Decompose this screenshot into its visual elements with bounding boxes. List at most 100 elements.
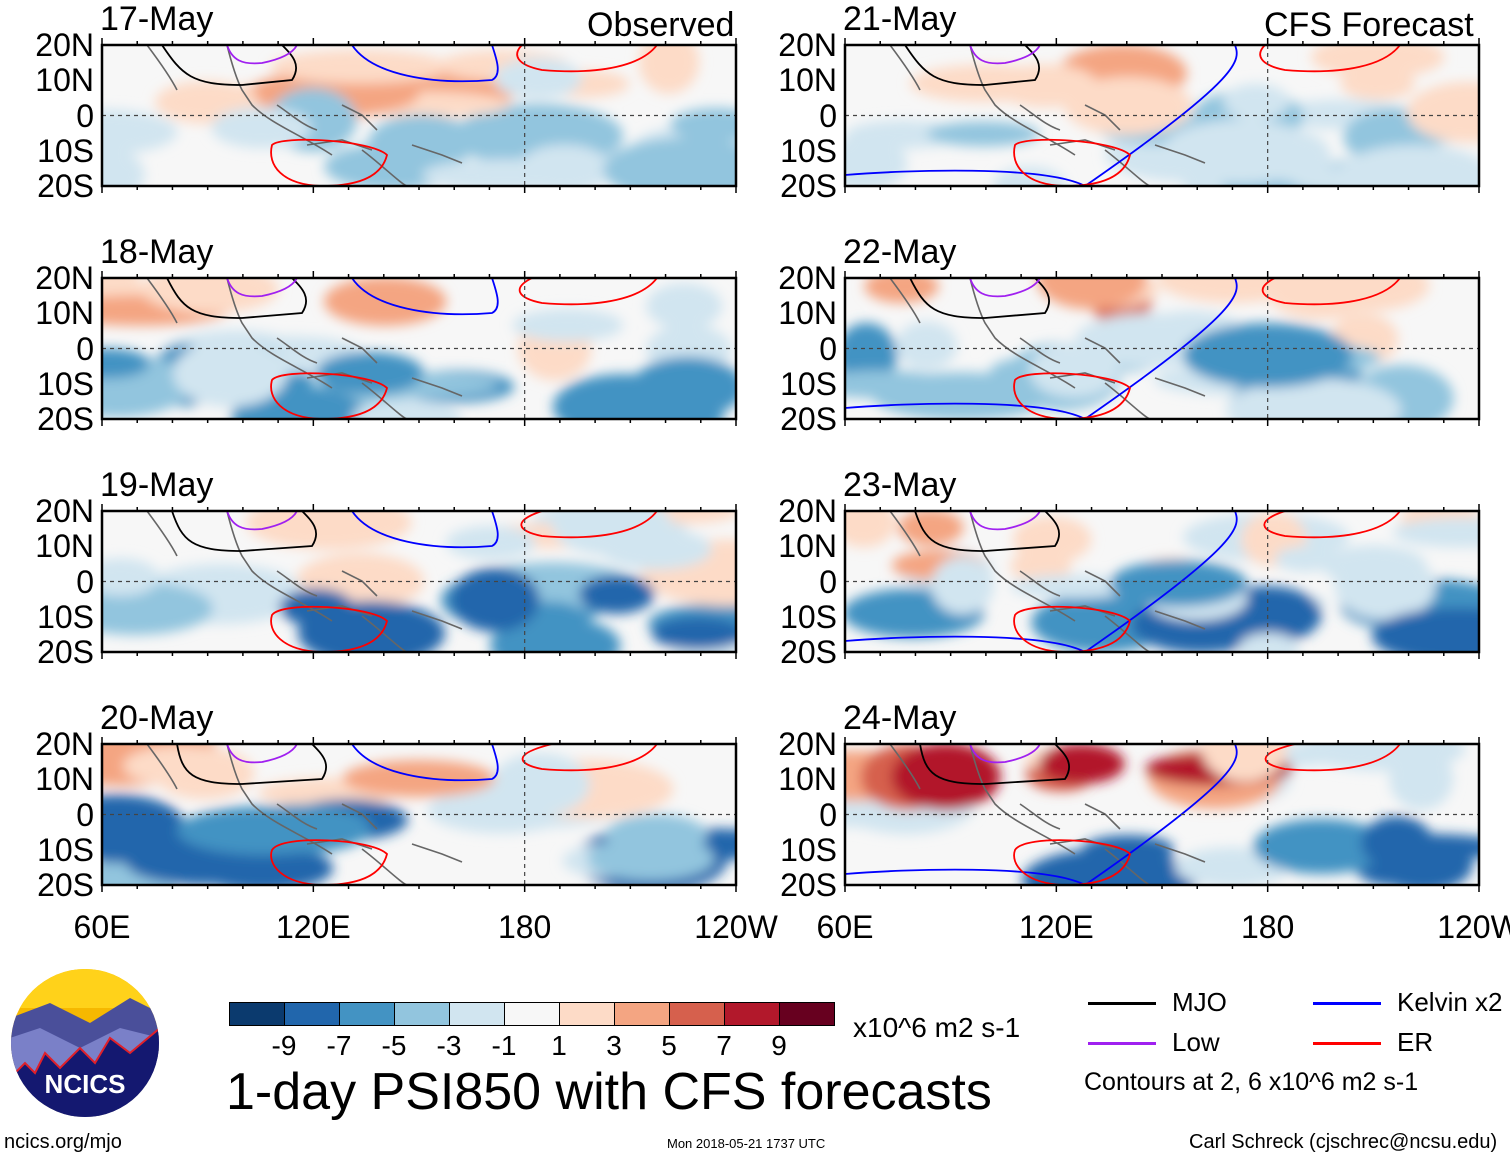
anomaly-region — [606, 523, 686, 553]
legend-label: Low — [1172, 1027, 1220, 1057]
colorbar-tick-label: -7 — [326, 1030, 352, 1061]
anomaly-region — [1036, 278, 1147, 310]
anomaly-region — [1201, 744, 1288, 782]
anomaly-region — [1182, 323, 1353, 388]
colorbar-swatch — [504, 1002, 560, 1026]
colorbar-tick-label: 9 — [771, 1030, 787, 1061]
lon-tick-label: 120W — [1437, 909, 1510, 945]
anomaly-region — [651, 617, 736, 650]
anomaly-region — [141, 278, 279, 314]
anomaly-region — [172, 339, 288, 408]
anomaly-region — [368, 114, 476, 170]
er-contour — [1263, 511, 1401, 539]
low-contour — [969, 278, 1041, 298]
contour-note: Contours at 2, 6 x10^6 m2 s-1 — [1084, 1068, 1419, 1096]
mjo-contour — [176, 744, 327, 785]
colorbar-swatch — [339, 1002, 395, 1026]
kelvin-contour — [351, 278, 499, 316]
lat-tick-label: 20N — [778, 493, 837, 529]
colorbar-swatch — [779, 1002, 835, 1026]
low-contour — [226, 45, 298, 65]
panel-date: 24-May — [843, 699, 957, 737]
kelvin-contour — [351, 744, 499, 782]
lat-tick-label: 20S — [37, 168, 94, 204]
mjo-contour — [171, 511, 317, 552]
anomaly-region — [845, 511, 896, 548]
anomaly-region — [646, 283, 723, 330]
anomaly-region — [1371, 607, 1479, 652]
map-panel — [100, 271, 738, 426]
ncics-logo: NCICS — [11, 969, 159, 1117]
kelvin-contour — [351, 45, 499, 83]
anomaly-region — [1082, 835, 1175, 863]
anomaly-region — [864, 278, 939, 304]
lon-tick-label: 60E — [816, 909, 874, 945]
lat-tick-label: 10N — [35, 528, 94, 565]
panel-date: 18-May — [100, 233, 214, 271]
anomaly-region — [898, 511, 964, 546]
colorbar-swatch — [724, 1002, 780, 1026]
low-contour — [226, 278, 298, 298]
figure-title: 1-day PSI850 with CFS forecasts — [226, 1063, 992, 1121]
anomaly-region — [579, 575, 655, 614]
low-contour — [226, 744, 298, 764]
lat-tick-label: 10S — [37, 132, 94, 169]
anomaly-region — [670, 107, 736, 142]
lon-tick-label: 120W — [694, 909, 778, 945]
mjo-contour — [919, 744, 1070, 785]
anomaly-region — [1226, 377, 1402, 419]
legend-label: Kelvin x2 — [1397, 987, 1503, 1017]
legend-label: ER — [1397, 1027, 1434, 1057]
er-contour — [1013, 138, 1131, 186]
lon-tick-label: 120E — [275, 909, 351, 945]
lat-tick-label: 20N — [35, 260, 94, 296]
colorbar-tick-label: 7 — [716, 1030, 732, 1061]
colorbar-tick-label: -5 — [381, 1030, 407, 1061]
anomaly-region — [123, 745, 241, 787]
mjo-contour — [909, 278, 1050, 319]
panel-date: 22-May — [843, 233, 957, 271]
legend-label: MJO — [1172, 987, 1227, 1017]
anomaly-region — [1321, 545, 1427, 586]
colorbar-swatch — [559, 1002, 615, 1026]
lat-tick-label: 10N — [778, 295, 837, 332]
mjo-contour — [904, 45, 1040, 86]
footer-url[interactable]: ncics.org/mjo — [4, 1131, 122, 1153]
lat-tick-label: 0 — [76, 97, 94, 134]
kelvin-contour — [845, 511, 1238, 652]
mjo-contour — [166, 278, 307, 319]
mjo-contour — [914, 511, 1060, 552]
anomaly-region — [631, 356, 736, 419]
anomaly-region — [351, 399, 462, 419]
kelvin-contour — [845, 744, 1238, 885]
anomaly-region — [245, 511, 412, 550]
lat-tick-label: 20S — [780, 401, 837, 437]
lon-tick-label: 120E — [1018, 909, 1094, 945]
anomaly-region — [234, 804, 371, 854]
lat-tick-label: 10S — [780, 132, 837, 169]
low-contour — [969, 511, 1041, 531]
cfs-forecast-label: CFS Forecast — [1264, 6, 1474, 44]
lat-tick-label: 0 — [819, 796, 837, 833]
anomaly-region — [638, 45, 700, 94]
colorbar-swatch — [284, 1002, 340, 1026]
anomaly-region — [1361, 816, 1433, 870]
anomaly-region — [1392, 517, 1479, 548]
lat-tick-label: 20N — [778, 726, 837, 762]
lat-tick-label: 10N — [778, 761, 837, 798]
lat-tick-label: 0 — [76, 796, 94, 833]
anomaly-region — [102, 348, 150, 379]
anomaly-region — [297, 601, 446, 652]
anomaly-region — [891, 744, 1001, 811]
colorbar-swatch — [449, 1002, 505, 1026]
er-contour — [1013, 372, 1131, 419]
anomaly-region — [421, 158, 590, 186]
lat-tick-label: 10N — [778, 62, 837, 99]
map-panel — [843, 504, 1481, 659]
lat-tick-label: 0 — [819, 97, 837, 134]
anomaly-region — [450, 567, 540, 632]
er-contour — [518, 278, 658, 306]
low-contour — [226, 511, 298, 531]
anomaly-region — [1253, 819, 1390, 874]
anomaly-region — [102, 278, 141, 297]
